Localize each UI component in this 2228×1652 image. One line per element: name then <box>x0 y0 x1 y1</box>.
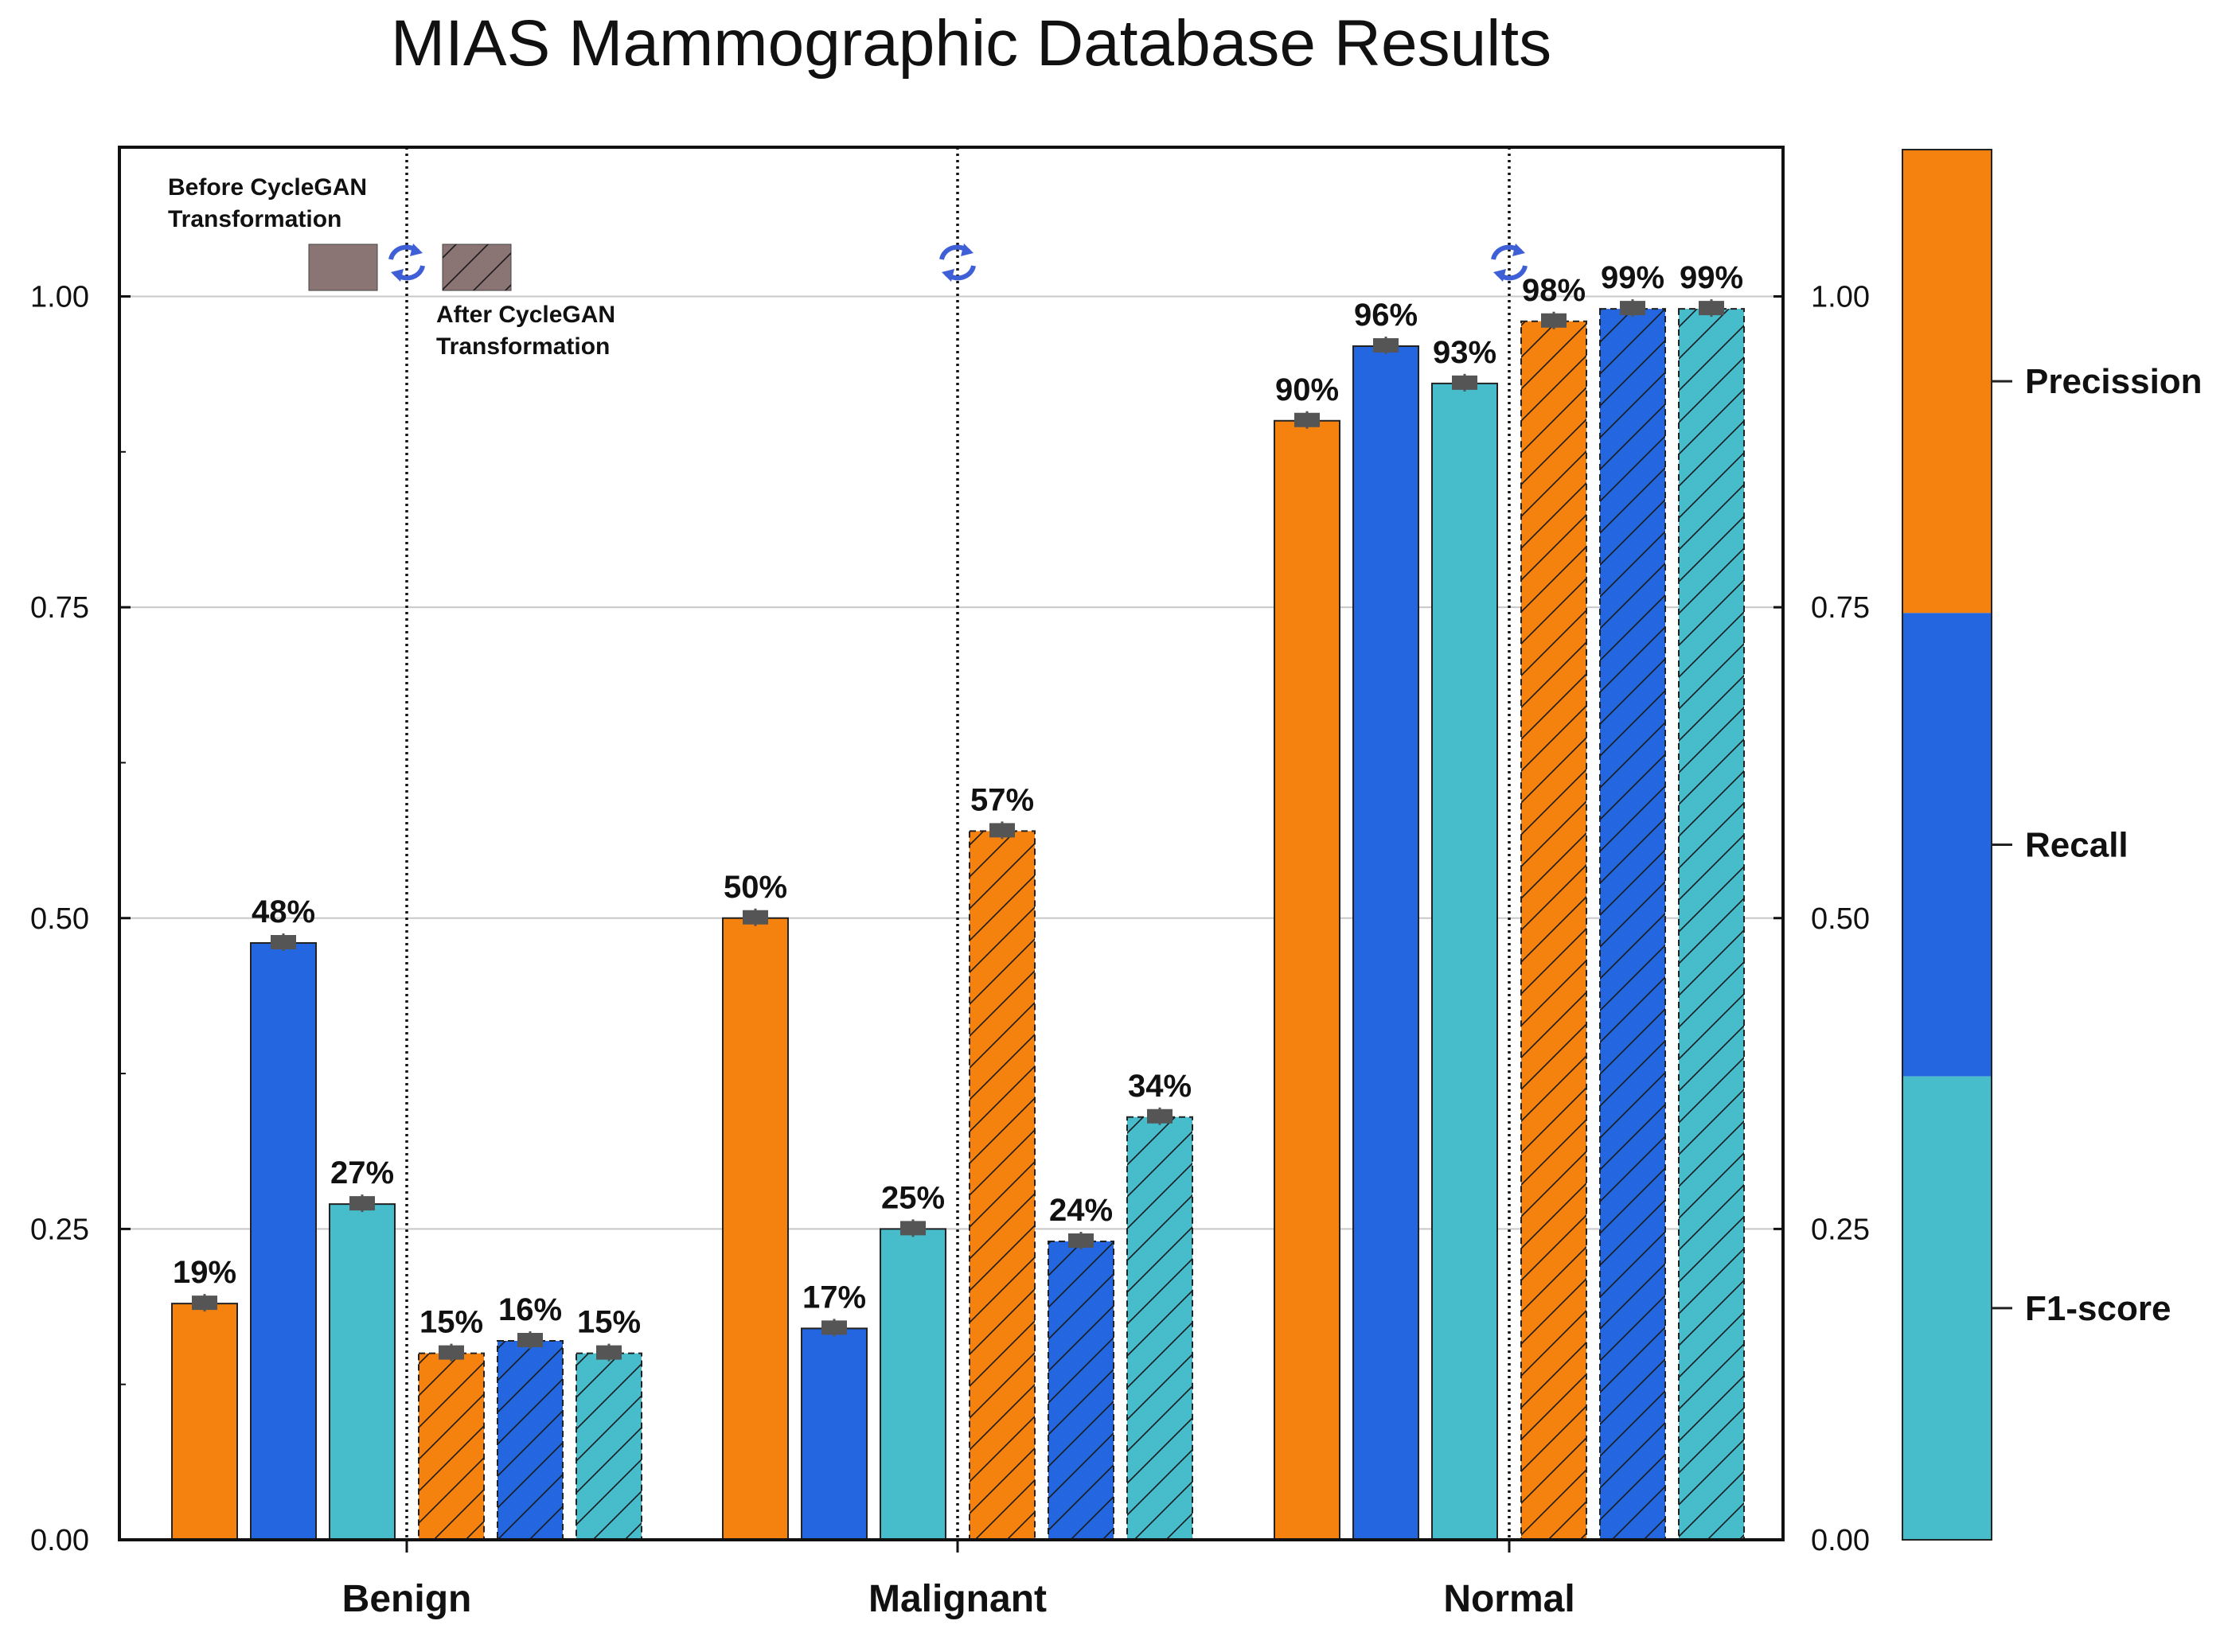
data-label: 99% <box>1601 260 1664 295</box>
bar <box>801 1327 868 1541</box>
data-label: 48% <box>252 894 315 929</box>
data-label: 24% <box>1049 1193 1113 1228</box>
data-label: 34% <box>1128 1069 1192 1104</box>
value-labels: 19% 50% 90% 48% 17% 96% 27% 25% 93% 15% 57% 98% 16% 2… <box>173 260 1743 1340</box>
cycle-icons <box>388 244 1528 282</box>
bar <box>329 1203 396 1541</box>
bar-hatch <box>497 1341 563 1540</box>
data-label: 16% <box>498 1292 562 1327</box>
after-label-line2: Transformation <box>436 333 610 360</box>
data-label: 15% <box>577 1305 641 1340</box>
axes: 0.00 0.25 0.50 0.75 1.00 Benign Malignant Norma… <box>30 146 1785 1620</box>
data-label: 25% <box>881 1180 945 1215</box>
after-label-line1: After CycleGAN <box>436 302 615 328</box>
y-tick-label: 1.00 <box>30 281 89 314</box>
cycle-icon <box>388 244 425 282</box>
data-label: 57% <box>970 782 1034 817</box>
data-label: 96% <box>1354 298 1418 333</box>
bar <box>171 1303 238 1541</box>
x-tick-label: Benign <box>342 1578 472 1620</box>
x-tick-label: Malignant <box>868 1578 1047 1620</box>
right-y-tick-label: 0.25 <box>1811 1213 1870 1246</box>
bar-hatch <box>419 1353 484 1540</box>
cycle-arrow-bottom <box>942 269 954 282</box>
y-tick-label: 0.25 <box>30 1213 89 1246</box>
after-swatch-hatch <box>443 244 511 290</box>
bar <box>1431 382 1498 1541</box>
bar-hatch <box>1521 321 1586 1540</box>
bar <box>880 1228 946 1541</box>
before-swatch <box>308 244 378 291</box>
cycle-icon <box>1491 244 1528 282</box>
cycle-arrow-top <box>961 244 974 256</box>
cycle-arrow-bottom <box>391 269 404 282</box>
data-label: 15% <box>419 1305 483 1340</box>
before-label-line1: Before CycleGAN <box>168 174 367 201</box>
chart-title: MIAS Mammographic Database Results <box>391 7 1551 80</box>
before-label-line2: Transformation <box>168 206 341 232</box>
y-tick-label: 0.50 <box>30 902 89 936</box>
bar-hatch <box>1600 309 1665 1540</box>
bar-hatch <box>970 831 1035 1540</box>
cycle-arrow-top <box>1512 244 1525 256</box>
bar-hatch <box>1679 309 1744 1540</box>
bar <box>250 942 317 1541</box>
y-tick-label: 0.00 <box>30 1524 89 1557</box>
bar <box>1274 419 1340 1541</box>
right-y-tick-label: 1.00 <box>1811 281 1870 314</box>
bar <box>1352 345 1419 1541</box>
bar <box>722 917 789 1541</box>
y-tick-label: 0.75 <box>30 591 89 625</box>
bar-hatch <box>1048 1241 1114 1540</box>
bar-hatch <box>1127 1116 1192 1540</box>
data-label: 98% <box>1522 273 1586 308</box>
bar-hatch <box>576 1353 642 1540</box>
data-label: 90% <box>1275 372 1339 407</box>
cycle-arrow-top <box>410 244 423 256</box>
cycle-arrow-bottom <box>1493 269 1506 282</box>
colorbar-label: Precission <box>2025 362 2203 401</box>
colorbar: Precission Recall F1-score 0.00 0.25 0.50 0.75… <box>1811 149 2203 1557</box>
colorbar-label: F1-score <box>2025 1289 2171 1328</box>
colorbar-segment <box>1902 1076 1992 1540</box>
data-label: 27% <box>330 1155 394 1190</box>
data-label: 50% <box>724 870 787 905</box>
cycle-icon <box>939 244 976 282</box>
grid-lines <box>119 295 1783 1230</box>
data-label: 17% <box>802 1280 866 1315</box>
x-tick-label: Normal <box>1443 1578 1574 1620</box>
right-y-tick-label: 0.50 <box>1811 902 1870 936</box>
colorbar-segment <box>1902 613 1992 1077</box>
transformation-legend: Before CycleGAN Transformation After Cyc… <box>168 174 615 360</box>
right-y-tick-label: 0.00 <box>1811 1524 1870 1557</box>
plot-frame <box>118 146 1785 1541</box>
right-y-tick-label: 0.75 <box>1811 591 1870 625</box>
data-label: 19% <box>173 1255 236 1290</box>
colorbar-segment <box>1902 150 1992 614</box>
colorbar-label: Recall <box>2025 826 2129 865</box>
data-label: 93% <box>1433 335 1496 370</box>
data-label: 99% <box>1680 260 1743 295</box>
